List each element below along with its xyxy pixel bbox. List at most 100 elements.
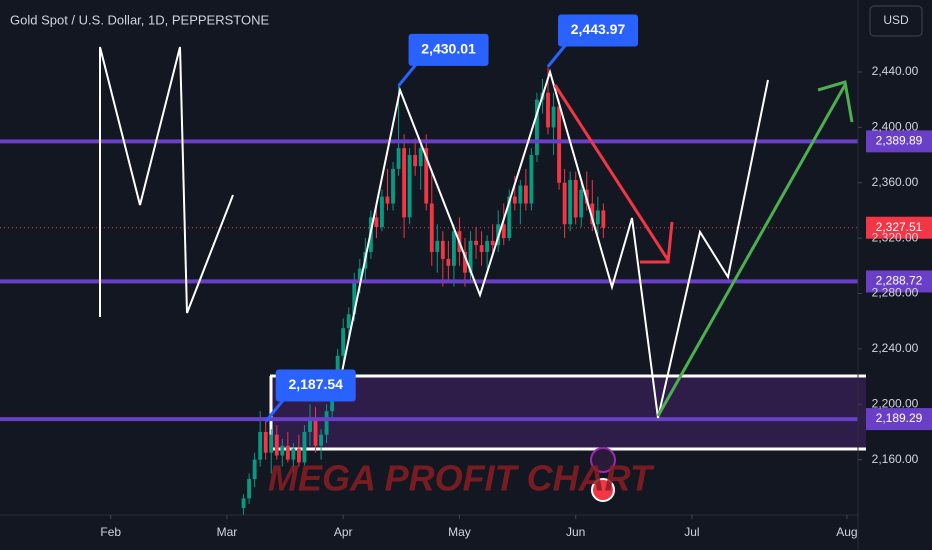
level-label: 2,288.72 — [876, 274, 923, 288]
candle-body — [247, 479, 252, 499]
candle-body — [535, 99, 539, 156]
candle-body — [501, 224, 506, 239]
candle-body — [451, 231, 456, 266]
candle-body — [568, 179, 573, 225]
candle-body — [523, 185, 528, 204]
candle-body — [468, 240, 473, 273]
x-tick-label: Jul — [684, 525, 699, 539]
candle-body — [573, 179, 578, 218]
y-tick-label: 2,160.00 — [872, 452, 919, 466]
candle-body — [346, 314, 351, 329]
chart-title: Gold Spot / U.S. Dollar, 1D, PEPPERSTONE — [10, 12, 269, 27]
candle-body — [374, 217, 379, 228]
candle-body — [308, 418, 312, 432]
candle-body — [380, 196, 384, 228]
level-label: 2,189.29 — [876, 411, 923, 425]
candle-body — [252, 459, 257, 480]
level-tag — [866, 408, 932, 431]
candle-body — [407, 155, 412, 218]
zigzag-left — [99, 46, 234, 317]
green-arrow — [656, 84, 847, 417]
candle-body — [352, 279, 357, 315]
flag-icon[interactable] — [591, 478, 615, 502]
candle-body — [357, 268, 362, 280]
red-arrow — [553, 84, 670, 261]
y-tick-label: 2,280.00 — [872, 286, 919, 300]
candle-body — [595, 210, 600, 225]
candle-body — [479, 245, 484, 252]
event-icon[interactable] — [590, 447, 616, 473]
x-tick-label: May — [448, 525, 471, 539]
candle-body — [485, 240, 490, 252]
callout-pointer — [546, 43, 568, 68]
candle-body — [274, 434, 279, 456]
x-tick-label: Apr — [334, 525, 353, 539]
zone-layer — [269, 374, 866, 451]
candle-body — [424, 148, 429, 204]
candle-body — [590, 203, 595, 225]
candle-body — [396, 148, 401, 169]
candle-body — [512, 196, 517, 204]
callout-label: 2,430.01 — [421, 41, 476, 57]
candle-body — [529, 155, 534, 204]
callout-pointer — [264, 398, 285, 423]
candle-body — [440, 240, 445, 259]
candle-body — [413, 155, 418, 167]
candle-body — [241, 498, 246, 509]
candle-body — [429, 203, 434, 252]
level-tag — [866, 130, 932, 153]
level-tag — [866, 270, 932, 293]
candle-body — [341, 328, 346, 356]
candle-body — [507, 196, 512, 239]
x-tick-label: Mar — [217, 525, 238, 539]
candle-body — [391, 168, 395, 204]
overlay-layer: 2,389.89 2,288.72 2,189.29 2,327.51 2,430.01… — [264, 14, 932, 431]
candle-body — [474, 240, 478, 246]
candle-body — [490, 240, 495, 246]
candle-body — [263, 431, 268, 453]
candle-body — [319, 434, 323, 446]
candle-body — [579, 189, 584, 218]
candle-body — [296, 448, 301, 463]
candle-body — [435, 240, 440, 252]
x-tick-label: Feb — [100, 525, 121, 539]
currency-button[interactable] — [869, 5, 923, 37]
candle-body — [463, 251, 467, 273]
candle-body — [313, 418, 318, 446]
candle-body — [291, 448, 296, 460]
last-price-tag — [866, 216, 932, 239]
candle-body — [385, 196, 390, 204]
candle-body — [601, 210, 606, 228]
candle-body — [418, 148, 423, 167]
y-tick-label: 2,400.00 — [872, 120, 919, 134]
candle-body — [302, 431, 307, 463]
watermark: MEGA PROFIT CHART — [268, 458, 655, 499]
callout-label: 2,187.54 — [288, 376, 343, 392]
candle-body — [402, 148, 407, 218]
candle-body — [280, 445, 285, 456]
candle-body — [258, 431, 263, 460]
callout-box — [275, 369, 356, 402]
y-tick-label: 2,240.00 — [872, 341, 919, 355]
x-tick-label: Aug — [836, 525, 857, 539]
last-price-label: 2,327.51 — [876, 220, 923, 234]
red-arrow-head — [640, 221, 674, 264]
level-label: 2,389.89 — [876, 134, 923, 148]
zigzag-path — [341, 68, 769, 419]
candle-body — [446, 258, 451, 266]
y-tick-label: 2,320.00 — [872, 230, 919, 244]
candle-body — [557, 106, 562, 183]
demand-zone — [270, 376, 866, 449]
callout-box — [558, 14, 639, 47]
candle-body — [269, 434, 274, 453]
callout-box — [408, 33, 489, 66]
x-tick-label: Jun — [566, 525, 585, 539]
green-arrow-head — [817, 80, 854, 123]
candle-body — [562, 182, 567, 225]
callout-pointer — [397, 62, 418, 87]
y-tick-label: 2,440.00 — [872, 64, 919, 78]
candle-body — [285, 445, 290, 460]
currency-label: USD — [883, 13, 909, 27]
